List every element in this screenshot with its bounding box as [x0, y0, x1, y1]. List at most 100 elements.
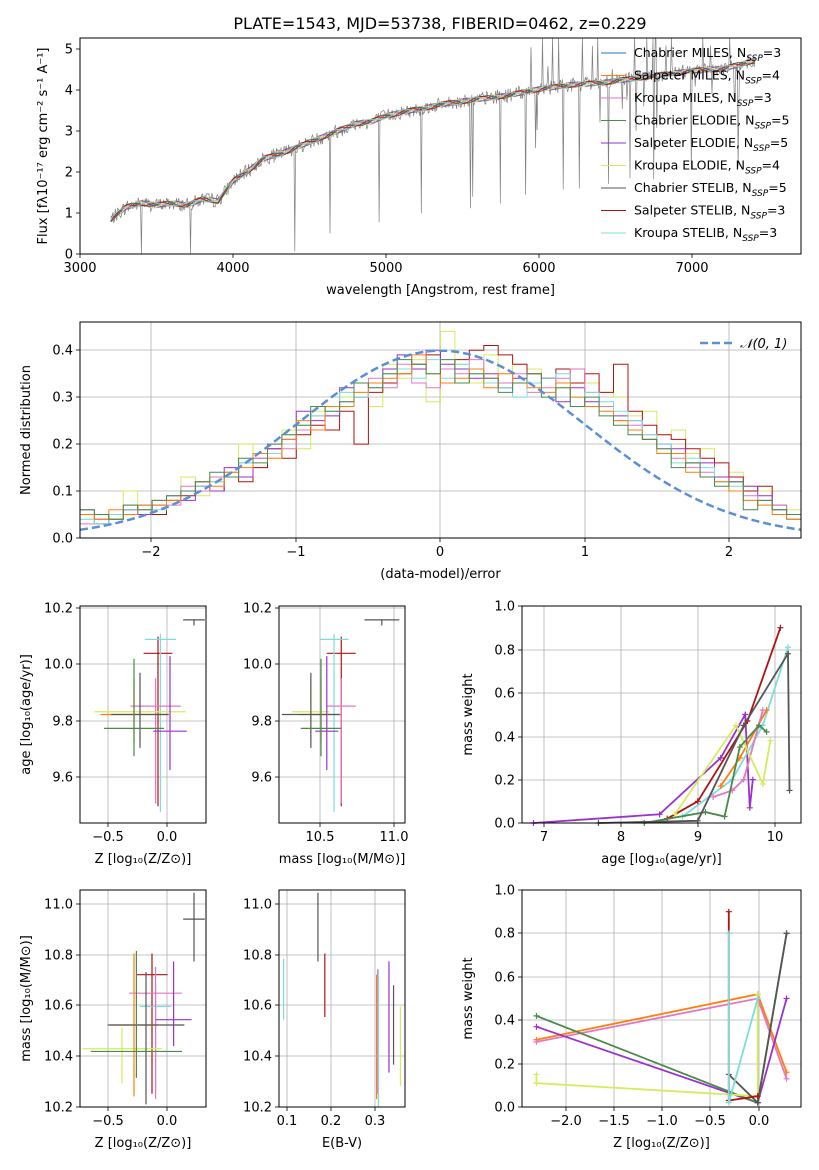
legend-equals: = — [762, 158, 772, 173]
mass-weight-series — [712, 709, 764, 798]
legend-entry: Salpeter MILES, NSSP=4 — [634, 68, 780, 87]
y-tick-label: 10.4 — [44, 1050, 73, 1065]
massweight_vs_Z-axes: −2.0 −1.5 −1.0 −0.5 0.0 0.0 0.2 0.4 0.6 0.8 1.0 Z [… — [461, 884, 801, 1151]
plus-marker — [754, 1093, 761, 1100]
legend-entry: Chabrier STELIB, NSSP=5 — [634, 180, 787, 199]
legend-entry: Salpeter ELODIE, NSSP=5 — [634, 135, 788, 154]
legend-subscript: SSP — [754, 122, 771, 132]
plus-marker — [725, 908, 732, 915]
x-axis-label: wavelength [Angstrom, rest frame] — [326, 283, 555, 298]
histogram-frame — [79, 321, 802, 539]
plus-marker — [749, 776, 756, 783]
mass-weight-series — [535, 994, 759, 1098]
plus-marker — [725, 1099, 732, 1106]
legend-n-value: 5 — [781, 113, 789, 128]
age_vs_mass-points — [281, 619, 400, 812]
plus-marker — [721, 813, 728, 820]
plus-marker — [671, 811, 678, 818]
legend-entry-text: Chabrier MILES, N — [634, 45, 746, 60]
y-tick-label: 0.8 — [494, 927, 515, 942]
x-tick-label: 0.3 — [365, 1114, 386, 1129]
mass-weight-series — [644, 724, 768, 824]
age_vs_Z-points — [94, 619, 205, 812]
histogram-series — [80, 354, 801, 520]
x-axis-label: Z [log₁₀(Z/Z⊙)] — [95, 852, 192, 867]
plus-marker — [785, 650, 792, 657]
plus-marker — [759, 780, 766, 787]
errorbar-point — [143, 636, 173, 807]
y-tick-label: 0.6 — [494, 687, 515, 702]
y-axis-label: Normed distribution — [19, 365, 34, 495]
x-tick-label: 2 — [725, 545, 733, 560]
y-tick-label: 2 — [65, 166, 73, 181]
y-tick-label: 10.6 — [243, 999, 272, 1014]
x-tick-label: 11.0 — [380, 830, 409, 845]
y-tick-label: 10.8 — [243, 949, 272, 964]
legend-equals: = — [762, 68, 772, 83]
plus-marker — [725, 930, 732, 937]
legend-subscript: SSP — [745, 167, 762, 177]
legend-subscript: SSP — [753, 144, 770, 154]
x-tick-label: 10.5 — [306, 830, 335, 845]
x-tick-label: 0.1 — [277, 1114, 298, 1129]
x-tick-label: 5000 — [369, 261, 402, 276]
legend-subscript: SSP — [750, 212, 767, 222]
legend-equals: = — [763, 45, 773, 60]
plus-marker — [702, 809, 709, 816]
legend-equals: = — [771, 113, 781, 128]
x-tick-label: −1 — [286, 545, 305, 560]
x-tick-label: −1.5 — [598, 1114, 630, 1129]
mass-weight-series — [536, 993, 788, 1073]
massweight_vs_Z-lines — [533, 908, 790, 1106]
legend-n-value: 3 — [773, 45, 781, 60]
y-tick-label: 0.4 — [52, 344, 73, 359]
massweight_vs_age-axes: 7 8 9 10 0.0 0.2 0.4 0.6 0.8 1.0 age [log₁₀(age/yr… — [461, 600, 801, 867]
y-tick-label: 0.2 — [494, 774, 515, 789]
plus-marker — [785, 644, 792, 651]
plus-marker — [740, 776, 747, 783]
y-tick-label: 9.6 — [251, 771, 272, 786]
y-tick-label: 5 — [65, 43, 73, 58]
y-tick-label: 0.0 — [494, 1101, 515, 1116]
plus-marker — [733, 722, 740, 729]
x-tick-label: 8 — [617, 830, 625, 845]
x-tick-label: 4000 — [216, 261, 249, 276]
x-tick-label: −2 — [141, 545, 160, 560]
mass_vs_ebv-axes: 0.1 0.2 0.3 10.2 10.4 10.6 10.8 11.0 E(B-V) — [243, 890, 405, 1151]
y-axis-label: Flux [fλ10⁻¹⁷ erg cm⁻² s⁻¹ A⁻¹] — [36, 48, 51, 245]
y-tick-label: 0 — [65, 248, 73, 263]
x-tick-label: 3000 — [63, 261, 96, 276]
plus-marker — [717, 754, 724, 761]
errorbar-point — [315, 656, 339, 771]
legend-subscript: SSP — [752, 189, 769, 199]
plus-marker — [777, 624, 784, 631]
legend-entry-text: Kroupa ELODIE, N — [634, 158, 745, 173]
mass-weight-series — [533, 711, 754, 824]
plus-marker — [740, 722, 747, 729]
x-tick-label: 9 — [694, 830, 702, 845]
y-tick-label: 0.2 — [52, 438, 73, 453]
legend-equals: = — [767, 203, 777, 218]
legend-subscript: SSP — [742, 234, 759, 244]
legend-n-value: 5 — [780, 135, 788, 150]
plus-marker — [694, 798, 701, 805]
legend-entry-text: Salpeter MILES, N — [634, 68, 745, 83]
y-tick-label: 10.0 — [243, 658, 272, 673]
errorbar-point — [90, 950, 182, 1078]
legend-entry: Kroupa ELODIE, NSSP=4 — [634, 158, 780, 177]
residual_hist-axes: −2 −1 0 1 2 0.0 0.1 0.2 0.3 0.4 (data-model)/error… — [19, 322, 801, 582]
x-tick-label: −0.5 — [694, 1114, 726, 1129]
figure-title: PLATE=1543, MJD=53738, FIBERID=0462, z=0… — [233, 14, 646, 33]
mass-weight-series — [666, 627, 782, 820]
legend-equals: = — [753, 90, 763, 105]
y-tick-label: 10.6 — [44, 999, 73, 1014]
errorbar-point — [144, 633, 176, 812]
legend-subscript: SSP — [746, 54, 763, 64]
mass_vs_Z-frame — [79, 889, 207, 1108]
errorbar-point — [183, 619, 205, 626]
plus-marker — [533, 1071, 540, 1078]
y-tick-label: 1 — [65, 207, 73, 222]
y-tick-label: 9.6 — [52, 771, 73, 786]
errorbar-point — [104, 658, 164, 757]
